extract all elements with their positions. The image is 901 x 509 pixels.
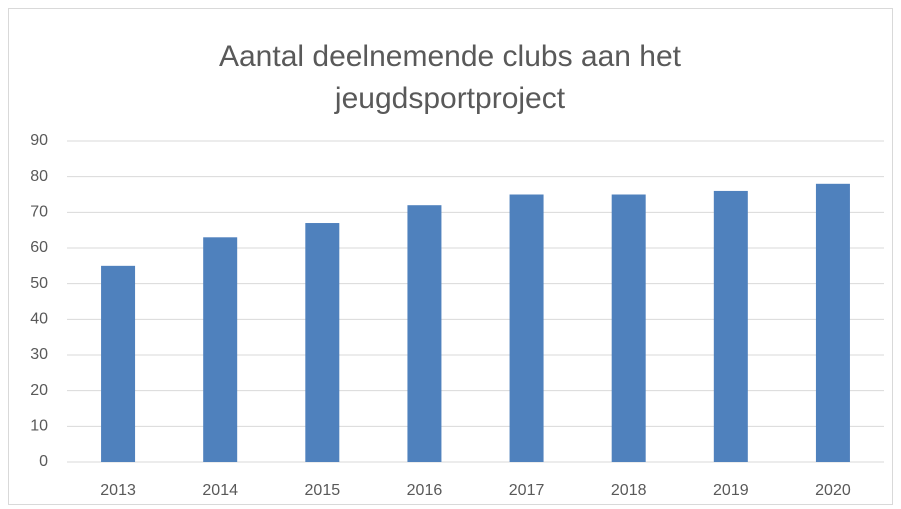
y-tick-label: 60 <box>30 239 48 256</box>
bar <box>509 194 544 462</box>
x-tick-label: 2016 <box>407 482 443 499</box>
chart-title: Aantal deelnemende clubs aan het jeugdsp… <box>218 40 681 115</box>
y-tick-label: 0 <box>39 453 48 470</box>
bar <box>203 237 238 462</box>
x-tick-label: 2019 <box>713 482 749 499</box>
y-tick-label: 20 <box>30 382 48 399</box>
x-tick-label: 2017 <box>509 482 545 499</box>
y-tick-label: 90 <box>30 132 48 149</box>
bar <box>713 190 748 462</box>
bar <box>407 205 442 462</box>
x-tick-label: 2018 <box>611 482 647 499</box>
y-tick-label: 40 <box>30 311 48 328</box>
x-tick-label: 2020 <box>815 482 851 499</box>
bar <box>611 194 646 462</box>
bar <box>815 183 850 463</box>
x-tick-label: 2014 <box>202 482 238 499</box>
x-tick-label: 2015 <box>305 482 341 499</box>
x-tick-label: 2013 <box>100 482 136 499</box>
bar <box>305 223 340 462</box>
y-tick-label: 10 <box>30 418 48 435</box>
bar <box>101 265 136 462</box>
y-tick-label: 50 <box>30 275 48 292</box>
y-tick-label: 80 <box>30 168 48 185</box>
y-tick-label: 70 <box>30 204 48 221</box>
y-tick-label: 30 <box>30 346 48 363</box>
